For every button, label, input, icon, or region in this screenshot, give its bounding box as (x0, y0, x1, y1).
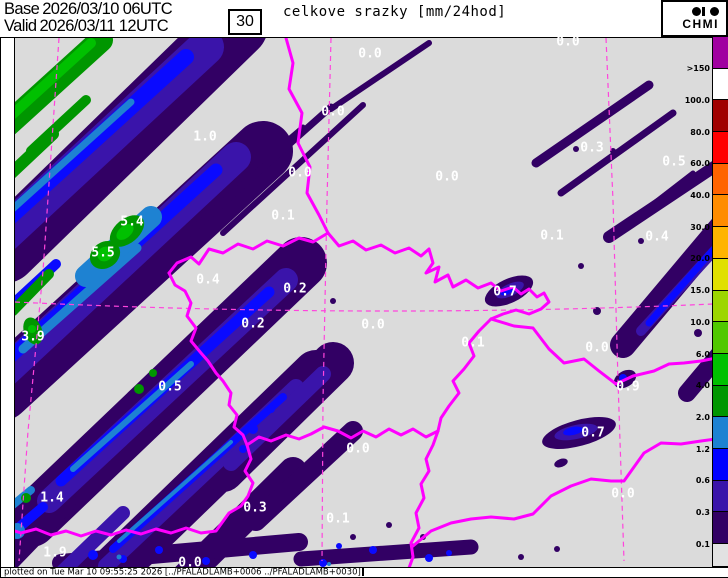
scale-band (713, 385, 728, 418)
scale-tick-label: 0.6 (695, 476, 710, 486)
scale-band (713, 290, 728, 323)
footer-text: plotted on Tue Mar 10 09:55:25 2026 [../… (4, 567, 361, 578)
scale-tick-label: 1.2 (695, 444, 710, 454)
scale-tick-label: 80.0 (690, 127, 710, 137)
scale-tick-label: 0.3 (695, 508, 710, 517)
scale-band (713, 100, 728, 133)
base-label: Base (4, 0, 40, 18)
scale-band (713, 353, 728, 386)
country-borders (15, 38, 713, 568)
scale-band (713, 322, 728, 354)
valid-label: Valid (4, 17, 37, 35)
scale-tick-label: 20.0 (690, 254, 710, 264)
scale-band (713, 227, 728, 259)
forecast-map (15, 38, 713, 568)
scale-band (713, 132, 728, 164)
scale-band (713, 480, 728, 513)
scale-band (713, 448, 728, 481)
color-scale-bar (712, 37, 728, 567)
scale-tick-label: 30.0 (690, 222, 710, 232)
forecast-hour-box: 30 (228, 9, 262, 35)
map-area (14, 37, 714, 569)
scale-tick-label: 100.0 (684, 95, 710, 105)
page-title: celkove srazky [mm/24hod] (283, 4, 507, 20)
chmi-logo: CHMI (661, 0, 728, 37)
plot-footer: plotted on Tue Mar 10 09:55:25 2026 [../… (0, 567, 728, 578)
scale-band (713, 417, 728, 449)
valid-datetime: 2026/03/11 12UTC (39, 17, 169, 35)
base-datetime: 2026/03/10 06UTC (42, 0, 173, 18)
scale-band (713, 163, 728, 196)
scale-tick-label: 6.0 (695, 349, 710, 359)
precip-layer-green (15, 38, 157, 503)
gridlines (15, 38, 713, 562)
scale-tick-label: 10.0 (690, 317, 710, 327)
scale-tick-label: 15.0 (690, 286, 710, 296)
scale-band (713, 512, 728, 544)
scale-tick-label: 4.0 (695, 381, 710, 391)
scale-tick-label: 0.1 (695, 539, 710, 549)
scale-band (713, 195, 728, 228)
scale-tick-label: 60.0 (690, 159, 710, 169)
valid-time-line: Valid 2026/03/11 12UTC (4, 17, 169, 36)
scale-band (713, 37, 728, 69)
scale-tick-label: >150 (686, 64, 710, 74)
base-time-line: Base 2026/03/10 06UTC (4, 0, 173, 19)
scale-tick-label: 40.0 (690, 191, 710, 200)
chmi-logo-icon (663, 2, 726, 16)
scale-band (713, 68, 728, 101)
text-cursor (361, 568, 364, 576)
scale-band (713, 258, 728, 291)
scale-band (713, 544, 728, 567)
chmi-logo-text: CHMI (682, 17, 719, 31)
scale-tick-label: 2.0 (695, 412, 710, 422)
